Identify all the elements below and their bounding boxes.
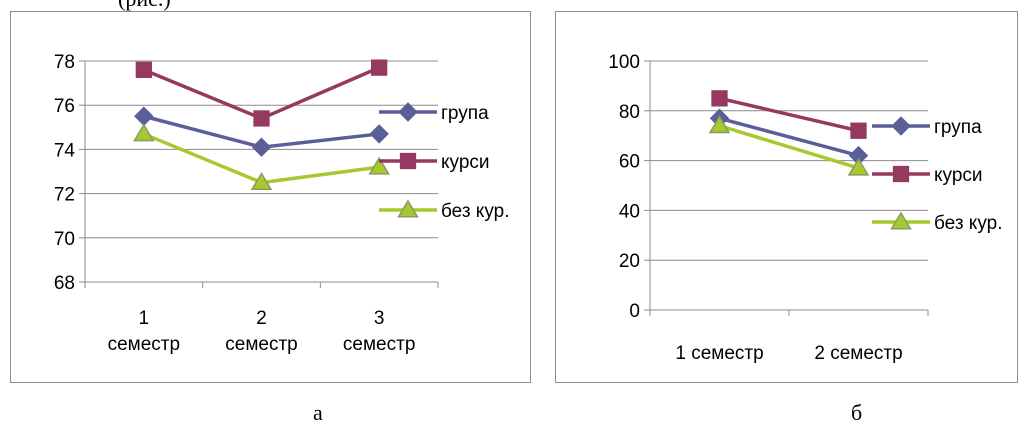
chart-a-legend-marker xyxy=(397,199,419,218)
chart-b-ytick-label: 20 xyxy=(619,251,640,272)
chart-a-xtick-label: 2 xyxy=(256,308,267,329)
chart-a-xtick-label: семестр xyxy=(343,334,415,355)
chart-b-legend-label: курси xyxy=(934,165,983,186)
chart-a-ytick-label: 76 xyxy=(54,96,75,117)
chart-b-series-line xyxy=(718,124,860,170)
chart-a-legend-label: група xyxy=(441,103,489,124)
chart-a-data-point xyxy=(368,156,390,175)
chart-a-ytick-label: 78 xyxy=(54,52,75,73)
chart-b-xtick-label: 2 семестр xyxy=(814,343,902,364)
chart-a-data-point xyxy=(251,137,272,157)
chart-a-legend-label: курси xyxy=(441,152,490,173)
chart-a-ytick-label: 68 xyxy=(54,273,75,294)
chart-b: 0 20 40 60 80 100 1 семестр 2 семестр група курси… xyxy=(555,11,1018,383)
chart-b-svg: 0 20 40 60 80 100 1 семестр 2 семестр група курси… xyxy=(608,52,1002,364)
panel-label-b: б xyxy=(851,400,863,425)
chart-a-data-point xyxy=(371,59,388,76)
chart-a-data-point xyxy=(134,106,154,126)
chart-b-ytick-label: 40 xyxy=(619,201,640,222)
chart-b-ytick-label: 60 xyxy=(619,152,640,173)
chart-b-xtick-label: 1 семестр xyxy=(675,343,763,364)
chart-a-data-point xyxy=(253,110,270,127)
chart-b-ytick-label: 0 xyxy=(629,301,640,322)
chart-a-svg: 68 70 72 74 76 78 1 семестр 2 семестр 3 семестр груп… xyxy=(54,52,510,355)
chart-b-data-point xyxy=(708,115,731,134)
chart-b-ytick-label: 80 xyxy=(619,102,640,123)
chart-a-ytick-label: 72 xyxy=(54,185,75,206)
chart-b-legend-marker xyxy=(891,116,911,136)
chart-a-xtick-label: семестр xyxy=(225,334,297,355)
panel-label-a: а xyxy=(313,400,323,425)
chart-a-data-point xyxy=(133,123,155,142)
chart-a-xtick-label: семестр xyxy=(108,334,180,355)
chart-a-legend-marker xyxy=(399,152,417,170)
chart-a-data-point xyxy=(135,61,152,78)
chart-b-data-point xyxy=(711,90,728,107)
chart-b-legend-marker xyxy=(892,165,910,183)
chart-a-ytick-label: 70 xyxy=(54,229,75,250)
chart-b-legend-marker xyxy=(890,211,912,230)
caption-fragment: (рис.) xyxy=(118,0,171,12)
chart-a-legend-marker xyxy=(398,102,418,122)
chart-b-ytick-label: 100 xyxy=(608,52,640,73)
chart-b-legend-label: група xyxy=(934,117,982,138)
chart-a-data-point xyxy=(250,172,273,191)
chart-a-ytick-label: 74 xyxy=(54,140,76,161)
chart-a-xtick-label: 1 xyxy=(139,308,150,329)
chart-b-data-point xyxy=(850,122,867,139)
chart-a-xtick-label: 3 xyxy=(374,308,385,329)
chart-a-legend-label: без кур. xyxy=(441,201,509,222)
chart-a: 68 70 72 74 76 78 1 семестр 2 семестр 3 семестр груп… xyxy=(10,11,531,383)
chart-b-series-line xyxy=(719,96,859,133)
chart-b-legend-label: без кур. xyxy=(934,213,1002,234)
chart-a-data-point xyxy=(369,124,389,144)
chart-b-series-line xyxy=(719,116,859,158)
chart-b-data-point xyxy=(847,157,870,176)
